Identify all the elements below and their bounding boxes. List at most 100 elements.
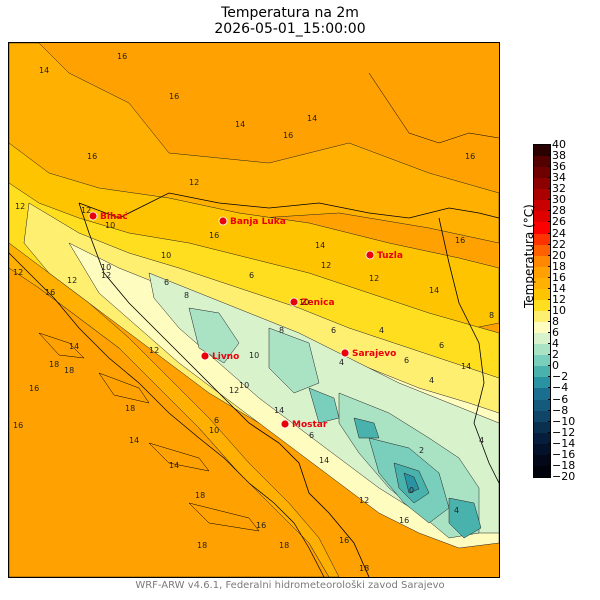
colorbar-tick-label: −8 <box>547 403 569 417</box>
contour-label: 10 <box>249 351 259 360</box>
colorbar <box>533 144 551 478</box>
colorbar-tick-label: 0 <box>548 359 559 373</box>
colorbar-segment <box>534 222 550 235</box>
map-subtitle: 2026-05-01_15:00:00 <box>214 21 366 37</box>
contour-label: 16 <box>465 152 475 161</box>
city-dot <box>340 348 350 358</box>
colorbar-tick-label: 6 <box>548 326 559 340</box>
contour-label: 6 <box>164 278 169 287</box>
contour-label: 12 <box>101 271 111 280</box>
colorbar-tick-label: 28 <box>548 204 566 218</box>
colorbar-segment <box>534 266 550 279</box>
city-label: Livno <box>212 352 239 362</box>
contour-label: 10 <box>105 221 115 230</box>
coastal-band-16 <box>9 242 340 577</box>
city-label: Sarajevo <box>352 349 396 359</box>
colorbar-tick-label: 38 <box>548 149 566 163</box>
contour-label: 4 <box>379 326 384 335</box>
colorbar-tick-label: −10 <box>547 414 576 428</box>
contour-label: 8 <box>184 291 189 300</box>
contour-label: 16 <box>45 288 55 297</box>
colorbar-tick-label: −18 <box>547 458 576 472</box>
contour-label: 4 <box>479 436 484 445</box>
contour-label: 18 <box>279 541 289 550</box>
colorbar-segment <box>534 233 550 246</box>
contour-label: 16 <box>29 384 39 393</box>
region-border <box>368 72 499 144</box>
colorbar-tick-label: 14 <box>548 281 566 295</box>
contour-label: 16 <box>169 92 179 101</box>
contour-label: 14 <box>315 241 325 250</box>
colorbar-tick-label: 4 <box>548 337 559 351</box>
colorbar-tick-label: 22 <box>548 237 566 251</box>
contour-label: 16 <box>256 521 266 530</box>
colorbar-segment <box>534 377 550 389</box>
contour-label: 14 <box>169 461 179 470</box>
colorbar-tick-label: −4 <box>547 381 569 395</box>
contour-label: 6 <box>214 416 219 425</box>
contour-label: 0 <box>409 486 414 495</box>
colorbar-segment <box>534 355 550 367</box>
contour-label: 2 <box>419 446 424 455</box>
contour-label: 16 <box>87 152 97 161</box>
contour-label: 12 <box>359 496 369 505</box>
colorbar-segment <box>534 366 550 378</box>
colorbar-tick-label: 10 <box>548 304 566 317</box>
city-dot <box>218 216 228 226</box>
contour-label: 14 <box>129 436 139 445</box>
contour-label: 6 <box>249 271 254 280</box>
colorbar-segment <box>534 399 550 412</box>
contour-label: 12 <box>321 261 331 270</box>
colorbar-segment <box>534 432 550 445</box>
coastline <box>9 252 325 577</box>
contour-label: 10 <box>161 251 171 260</box>
colorbar-segment <box>534 388 550 401</box>
contour-label: 18 <box>125 404 135 413</box>
contour-label: 6 <box>439 341 444 350</box>
contour-label: 12 <box>149 346 159 355</box>
band-0 <box>448 497 482 539</box>
map-canvas: Bihać Banja Luka Tuzla Zenica Sarajevo Livno M… <box>9 43 499 577</box>
island <box>148 442 210 472</box>
colorbar-segment <box>534 211 550 223</box>
colorbar-tick-label: 24 <box>548 226 566 240</box>
contour-label: 18 <box>197 541 207 550</box>
colorbar-segment <box>534 167 550 179</box>
contour-label: 16 <box>339 536 349 545</box>
island <box>98 372 150 404</box>
contour-label: 16 <box>209 231 219 240</box>
contour-label: 16 <box>283 131 293 140</box>
contour-label: 12 <box>369 274 379 283</box>
contour-label: 14 <box>307 114 317 123</box>
contour-label: 6 <box>309 431 314 440</box>
colorbar-label: Temperatura (°C) <box>522 204 536 308</box>
country-border <box>78 192 499 219</box>
colorbar-tick-label: 12 <box>548 292 566 306</box>
contour-label: 16 <box>117 52 127 61</box>
contour-label: 14 <box>319 456 329 465</box>
colorbar-segment <box>534 288 550 301</box>
contour-label: 14 <box>274 406 284 415</box>
city-dot <box>200 351 210 361</box>
city-label: Tuzla <box>377 251 403 261</box>
contour-label: 4 <box>429 376 434 385</box>
footer-credit: WRF-ARW v4.6.1, Federalni hidrometeorolo… <box>135 580 445 591</box>
contour-label: 14 <box>461 362 471 371</box>
contour-label: 12 <box>67 276 77 285</box>
colorbar-tick-label: 30 <box>548 193 566 207</box>
city-dot <box>365 250 375 260</box>
contour-label: 16 <box>13 421 23 430</box>
colorbar-segment <box>534 443 550 456</box>
map-title: Temperatura na 2m <box>221 5 359 21</box>
colorbar-segment <box>534 145 550 157</box>
colorbar-tick-label: 32 <box>548 182 566 196</box>
city-label: Mostar <box>292 420 328 430</box>
contour-label: 6 <box>404 356 409 365</box>
temperature-map: Bihać Banja Luka Tuzla Zenica Sarajevo Livno M… <box>8 42 500 578</box>
colorbar-tick-label: −2 <box>547 370 569 384</box>
contour-label: 12 <box>13 268 23 277</box>
colorbar-segment <box>534 156 550 168</box>
contour-label: 4 <box>454 506 459 515</box>
city-dot <box>88 211 98 221</box>
colorbar-tick-label: 20 <box>548 248 566 262</box>
